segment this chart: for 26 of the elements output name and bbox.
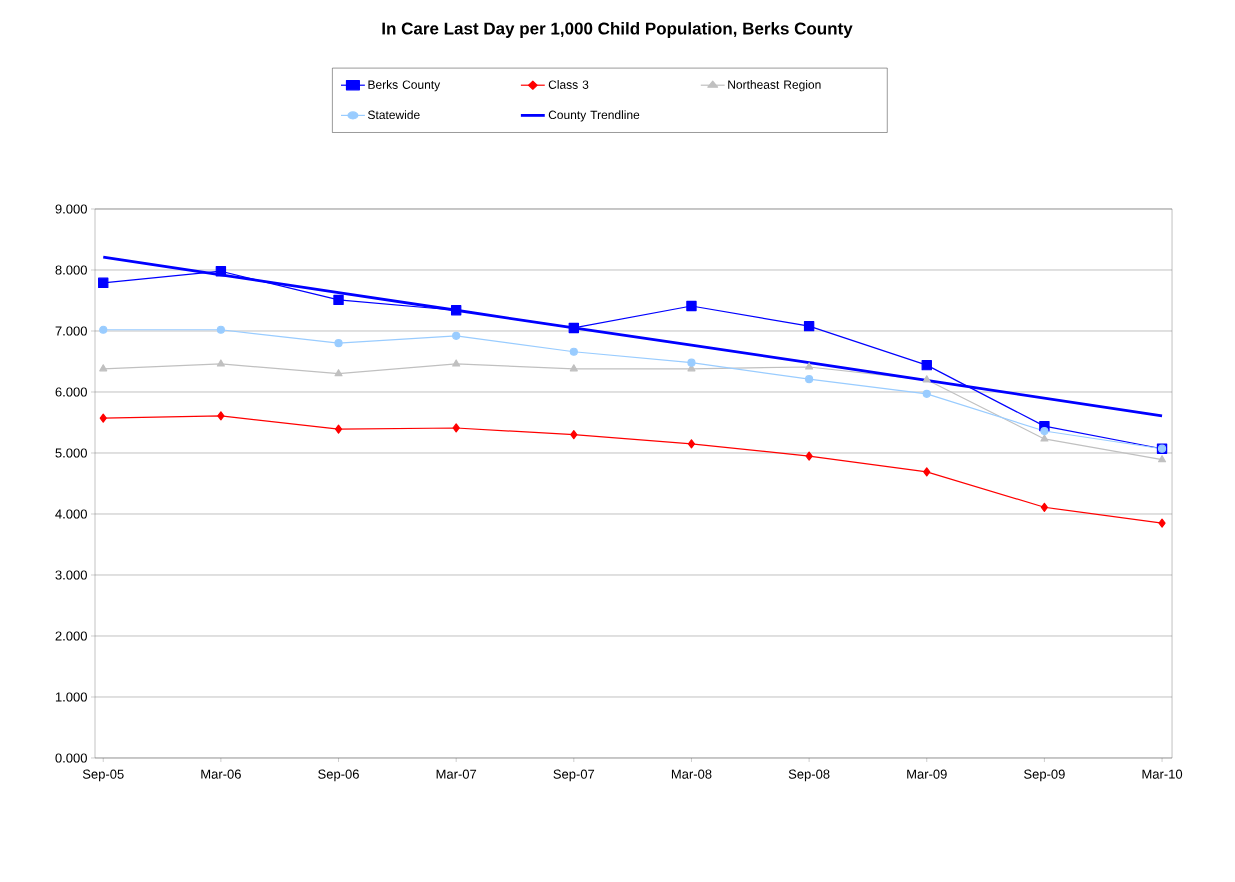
y-tick-label: 7.000 (55, 326, 87, 336)
y-tick-label: 3.000 (55, 570, 87, 580)
x-tick-label: Mar-09 (907, 769, 947, 779)
x-tick-label: Mar-06 (201, 769, 241, 779)
y-tick-label: 6.000 (55, 387, 87, 397)
x-tick-label: Sep-06 (318, 769, 359, 782)
x-tick-label: Mar-08 (671, 769, 712, 779)
y-tick-label: 2.000 (55, 631, 87, 641)
x-tick-label: Sep-07 (553, 769, 595, 782)
chart-title: In Care Last Day per 1,000 Child Population, Berks County (382, 22, 853, 38)
y-tick-label: 1.000 (55, 692, 87, 702)
y-tick-label: 5.000 (55, 448, 87, 458)
legend-label: Statewide (368, 110, 420, 120)
y-tick-label: 8.000 (55, 265, 87, 275)
legend-label: County Trendline (548, 110, 640, 122)
x-tick-label: Sep-08 (788, 769, 830, 782)
legend-label: Berks County (368, 80, 441, 92)
y-tick-label: 0.000 (55, 753, 87, 763)
x-tick-label: Sep-05 (82, 769, 124, 782)
legend-label: Class 3 (548, 80, 589, 89)
y-tick-label: 9.000 (55, 204, 87, 214)
legend-label: Northeast Region (728, 80, 821, 92)
y-tick-label: 4.000 (55, 509, 87, 519)
x-tick-label: Sep-09 (1024, 769, 1065, 782)
x-tick-label: Mar-07 (436, 769, 477, 779)
x-tick-label: Mar-10 (1142, 769, 1183, 779)
